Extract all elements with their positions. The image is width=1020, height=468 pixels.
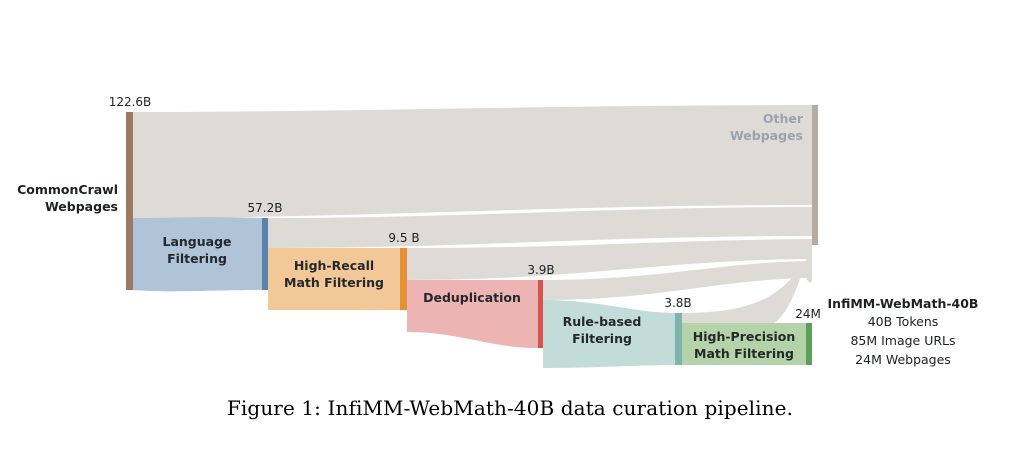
value-label-high-precision: 24M xyxy=(795,307,821,321)
flow-discard-high-recall xyxy=(407,239,812,280)
flow-discard-commoncrawl xyxy=(133,105,812,218)
label-other-webpages-line1: Other xyxy=(763,111,804,126)
value-label-high-recall: 9.5 B xyxy=(388,231,419,245)
label-rule-based-line1: Rule-based xyxy=(563,314,642,329)
figure-caption: Figure 1: InfiMM-WebMath-40B data curati… xyxy=(226,396,794,420)
sankey-diagram: 122.6B 57.2B 9.5 B 3.9B 3.8B 24M CommonC… xyxy=(17,95,979,368)
value-labels-group: 122.6B 57.2B 9.5 B 3.9B 3.8B 24M xyxy=(109,95,821,321)
node-bar-high-precision[interactable] xyxy=(806,323,812,365)
result-line-webpages: 24M Webpages xyxy=(855,352,951,367)
flow-discard-rule-based xyxy=(682,245,812,342)
label-commoncrawl-line1: CommonCrawl xyxy=(17,182,118,197)
flow-discard-language xyxy=(268,207,812,248)
label-rule-based-line2: Filtering xyxy=(572,331,632,346)
label-high-recall-line1: High-Recall xyxy=(294,258,374,273)
node-bar-high-recall[interactable] xyxy=(400,248,407,310)
value-label-commoncrawl: 122.6B xyxy=(109,95,152,109)
flow-dedup-band xyxy=(407,280,538,348)
label-high-precision-line1: High-Precision xyxy=(693,329,796,344)
waste-flows-group xyxy=(133,105,812,342)
node-bar-language-filtering[interactable] xyxy=(262,218,268,290)
result-summary-group: InfiMM-WebMath-40B 40B Tokens 85M Image … xyxy=(828,296,979,367)
value-label-language-filtering: 57.2B xyxy=(248,201,283,215)
label-language-filtering-line1: Language xyxy=(162,234,231,249)
label-deduplication: Deduplication xyxy=(423,290,521,305)
node-bar-other-webpages[interactable] xyxy=(812,105,818,245)
flow-language-filtering-band xyxy=(133,217,262,292)
label-high-recall-line2: Math Filtering xyxy=(284,275,384,290)
flow-discard-dedup xyxy=(543,261,812,300)
label-other-webpages-line2: Webpages xyxy=(730,128,803,143)
result-title: InfiMM-WebMath-40B xyxy=(828,296,979,311)
flow-rule-band xyxy=(543,300,675,368)
node-bar-rule-based[interactable] xyxy=(675,313,682,365)
label-commoncrawl-line2: Webpages xyxy=(45,199,118,214)
node-bar-deduplication[interactable] xyxy=(538,280,543,348)
value-label-rule-based: 3.8B xyxy=(664,296,691,310)
result-line-tokens: 40B Tokens xyxy=(868,314,939,329)
flow-high-precision-math-filtering xyxy=(682,323,806,365)
label-language-filtering-line2: Filtering xyxy=(167,251,227,266)
flow-high-recall-band xyxy=(268,248,400,311)
result-line-image-urls: 85M Image URLs xyxy=(850,333,955,348)
value-label-deduplication: 3.9B xyxy=(527,263,554,277)
flow-refinements-group xyxy=(133,217,675,368)
node-bars-group xyxy=(126,105,818,365)
label-high-precision-line2: Math Filtering xyxy=(694,346,794,361)
flow-labels-group: CommonCrawl Webpages Language Filtering … xyxy=(17,111,804,361)
node-bar-commoncrawl[interactable] xyxy=(126,112,133,290)
